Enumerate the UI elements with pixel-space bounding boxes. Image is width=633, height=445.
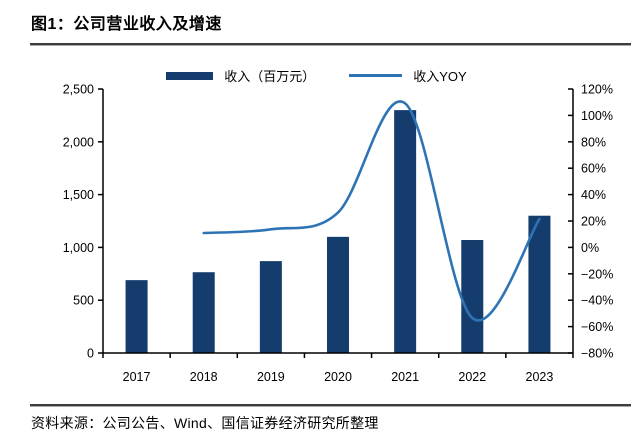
right-tick-label: 60% (581, 162, 606, 176)
revenue-legend-label: 收入（百万元） (224, 69, 316, 84)
chart-legend: 收入（百万元） 收入YOY (0, 66, 633, 85)
x-tick-label: 2021 (391, 370, 419, 384)
x-tick-label: 2022 (458, 370, 486, 384)
left-tick-label: 0 (87, 347, 94, 361)
yoy-line (202, 100, 541, 322)
bar-2020 (327, 236, 349, 353)
title-divider (30, 43, 631, 46)
bar-2023 (528, 215, 551, 353)
bar-2018 (192, 272, 215, 353)
bar-2019 (259, 261, 282, 353)
source-note: 资料来源：公司公告、Wind、国信证券经济研究所整理 (31, 415, 379, 431)
right-tick-label: 100% (581, 109, 613, 123)
right-tick-label: 0% (581, 241, 599, 255)
left-tick-label: 1,000 (63, 241, 94, 255)
x-tick-label: 2017 (123, 370, 151, 384)
x-tick-label: 2018 (190, 370, 218, 384)
yoy-line-swatch (349, 74, 403, 77)
left-tick-label: 500 (73, 294, 94, 308)
yoy-legend-label: 收入YOY (413, 69, 467, 84)
right-tick-label: −40% (581, 294, 613, 308)
revenue-bar-swatch (166, 71, 214, 80)
right-tick-label: 120% (581, 83, 613, 97)
bar-2021 (394, 110, 417, 354)
x-tick-label: 2019 (257, 370, 285, 384)
left-tick-label: 2,500 (63, 83, 94, 97)
right-tick-label: 40% (581, 188, 606, 202)
right-tick-label: −60% (581, 320, 613, 334)
figure-title: 图1：公司营业收入及增速 (31, 16, 222, 33)
left-tick-label: 1,500 (63, 188, 94, 202)
right-tick-label: 20% (581, 215, 606, 229)
legend-item-yoy: 收入YOY (349, 66, 467, 85)
right-tick-label: −20% (581, 267, 613, 281)
left-tick-label: 2,000 (63, 135, 94, 149)
legend-item-revenue: 收入（百万元） (166, 66, 315, 85)
bar-2017 (125, 280, 148, 353)
footer-divider (30, 404, 631, 407)
x-tick-label: 2020 (324, 370, 352, 384)
bar-2022 (461, 240, 484, 353)
x-tick-label: 2023 (526, 370, 554, 384)
right-tick-label: −80% (581, 347, 613, 361)
right-tick-label: 80% (581, 135, 606, 149)
